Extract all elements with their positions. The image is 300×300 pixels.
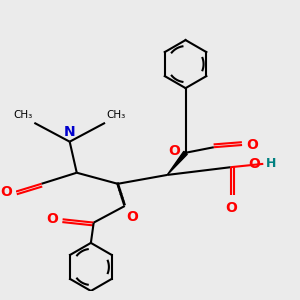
Text: H: H bbox=[266, 158, 277, 170]
Text: O: O bbox=[225, 200, 237, 214]
Text: CH₃: CH₃ bbox=[106, 110, 126, 120]
Text: O: O bbox=[168, 144, 180, 158]
Text: CH₃: CH₃ bbox=[14, 110, 33, 120]
Text: O: O bbox=[246, 138, 258, 152]
Text: O: O bbox=[46, 212, 58, 226]
Text: O: O bbox=[249, 157, 260, 171]
Text: N: N bbox=[64, 125, 76, 139]
Polygon shape bbox=[167, 151, 187, 175]
Text: O: O bbox=[0, 184, 12, 199]
Text: O: O bbox=[126, 210, 138, 224]
